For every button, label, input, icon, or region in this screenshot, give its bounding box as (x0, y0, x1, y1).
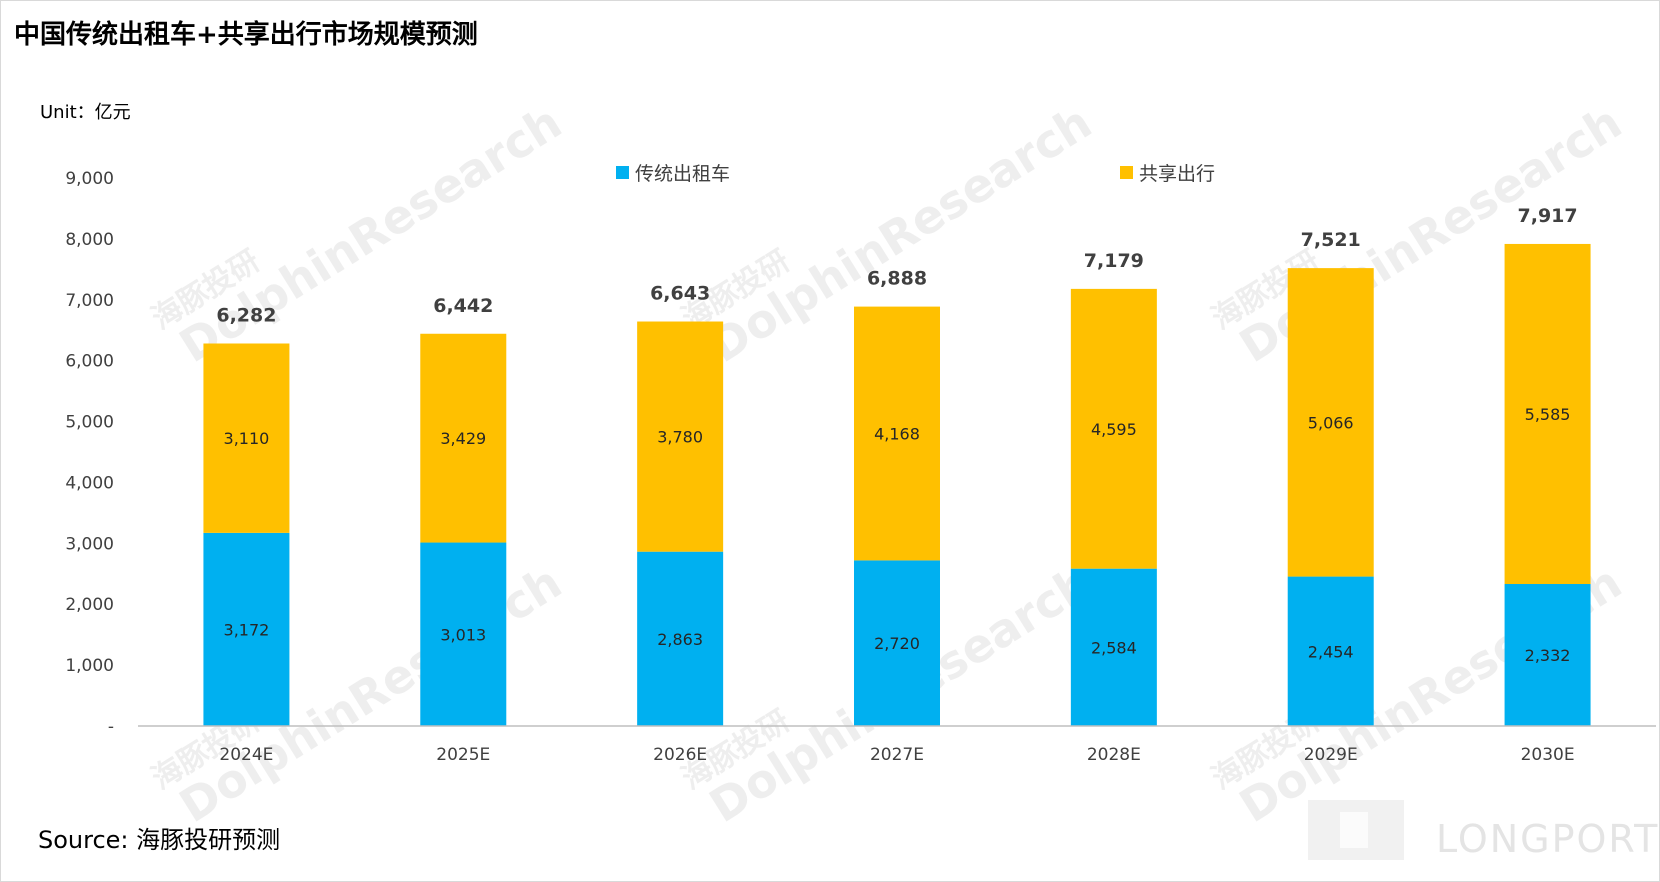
legend-label: 共享出行 (1139, 163, 1215, 185)
legend-swatch (616, 166, 629, 179)
bar-ride-hailing (854, 306, 940, 561)
y-tick-label: 3,000 (65, 534, 114, 554)
bar-ride-hailing (203, 343, 290, 533)
total-label: 7,179 (1084, 250, 1144, 272)
y-tick-label: 1,000 (65, 656, 114, 676)
y-tick-label: 8,000 (65, 230, 114, 250)
bar-taxi (203, 532, 290, 726)
y-tick-label: 9,000 (65, 169, 114, 189)
data-label-taxi: 2,863 (657, 630, 703, 649)
bar-taxi (1070, 568, 1157, 726)
data-label-taxi: 2,454 (1308, 642, 1354, 661)
x-tick-label: 2028E (1087, 745, 1141, 765)
data-label-ride-hailing: 3,429 (440, 429, 486, 448)
bar-ride-hailing (637, 321, 724, 552)
x-tick-label: 2026E (653, 745, 707, 765)
legend: 传统出租车 共享出行 (616, 163, 1215, 185)
total-label: 6,643 (650, 283, 710, 305)
bars-layer: 3,172 3,110 6,282 3,013 3,429 6,442 2,863 3,780… (203, 205, 1591, 726)
source-note: Source: 海豚投研预测 (38, 826, 281, 854)
total-label: 6,442 (433, 295, 493, 317)
y-tick-label: 2,000 (65, 595, 114, 615)
data-label-taxi: 2,584 (1091, 638, 1137, 657)
legend-swatch (1120, 166, 1133, 179)
bar-taxi (637, 551, 724, 726)
longport-watermark: LONGPORT (1308, 800, 1659, 861)
x-tick-label: 2030E (1521, 745, 1575, 765)
data-label-ride-hailing: 3,110 (224, 429, 270, 448)
longport-logo-text: LONGPORT (1436, 817, 1659, 861)
total-label: 6,282 (216, 304, 276, 326)
data-label-ride-hailing: 4,168 (874, 424, 920, 443)
x-tick-label: 2029E (1304, 745, 1358, 765)
data-label-ride-hailing: 5,585 (1525, 405, 1571, 424)
y-tick-label: 4,000 (65, 473, 114, 493)
x-axis: 2024E 2025E 2026E 2027E 2028E 2029E 2030E (138, 725, 1656, 765)
data-label-ride-hailing: 4,595 (1091, 420, 1137, 439)
x-tick-label: 2025E (436, 745, 490, 765)
bar-taxi (1504, 584, 1591, 726)
x-tick-label: 2024E (219, 745, 273, 765)
watermark-en: DolphinResearch (170, 95, 571, 373)
y-tick-label: 5,000 (65, 413, 114, 433)
data-label-taxi: 3,172 (224, 620, 270, 639)
bar-taxi (420, 542, 507, 726)
bar-ride-hailing (1504, 243, 1591, 585)
total-label: 7,521 (1301, 229, 1361, 251)
data-label-ride-hailing: 5,066 (1308, 413, 1354, 432)
data-label-taxi: 2,332 (1525, 646, 1571, 665)
y-axis: - 1,000 2,000 3,000 4,000 5,000 6,000 7,000 8,00… (65, 169, 114, 737)
chart-title: 中国传统出租车+共享出行市场规模预测 (14, 20, 478, 50)
total-label: 6,888 (867, 268, 927, 290)
y-tick-label: 6,000 (65, 352, 114, 372)
total-label: 7,917 (1518, 205, 1578, 227)
unit-label: Unit：亿元 (40, 102, 131, 123)
legend-label: 传统出租车 (635, 163, 730, 185)
bar-taxi (1287, 576, 1374, 726)
bar-ride-hailing (1070, 288, 1157, 569)
y-tick-label: - (108, 717, 114, 737)
bar-ride-hailing (420, 333, 507, 543)
data-label-taxi: 2,720 (874, 634, 920, 653)
x-tick-label: 2027E (870, 745, 924, 765)
logo-mark-inner (1340, 812, 1368, 848)
y-tick-label: 7,000 (65, 291, 114, 311)
data-label-ride-hailing: 3,780 (657, 428, 703, 447)
data-label-taxi: 3,013 (440, 625, 486, 644)
bar-taxi (854, 560, 940, 726)
bar-ride-hailing (1287, 268, 1374, 577)
